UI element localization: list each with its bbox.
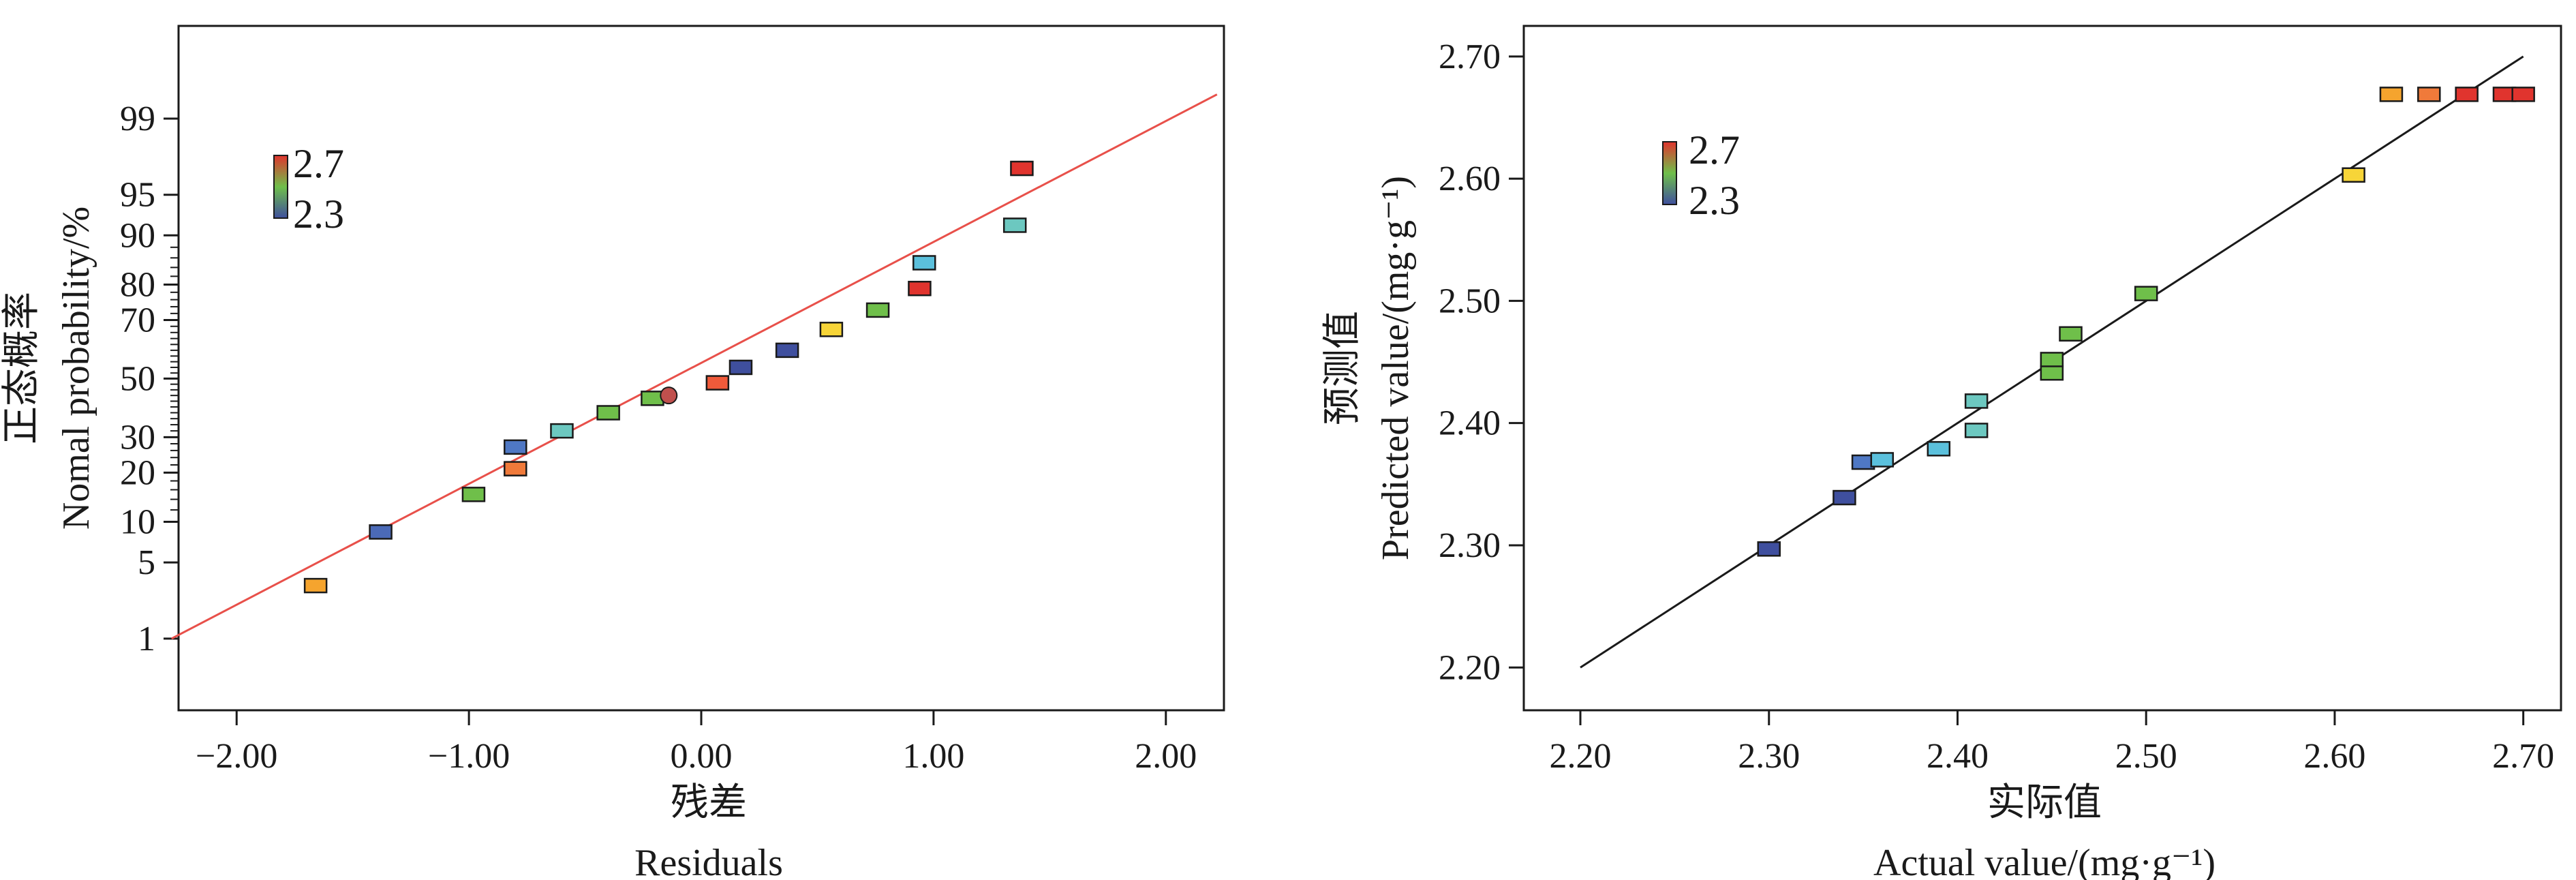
y-tick-label: 2.60: [1439, 160, 1501, 198]
x-axis-title-en: Residuals: [634, 842, 783, 880]
legend-low-label: 2.3: [1689, 178, 1740, 223]
x-tick-label: −1.00: [428, 737, 510, 776]
x-axis-title-cn: 残差: [671, 782, 747, 824]
x-tick-label: 2.70: [2492, 737, 2554, 776]
y-tick-label: 90: [120, 216, 155, 255]
y-tick-label: 30: [120, 418, 155, 457]
y-tick-label: 1: [138, 620, 155, 658]
y-tick-label: 2.50: [1439, 282, 1501, 320]
data-point: [504, 439, 527, 455]
data-point: [908, 280, 932, 297]
y-tick-label: 70: [120, 301, 155, 339]
reference-line: [171, 93, 1218, 640]
data-points: [1757, 87, 2535, 557]
legend-high-label: 2.7: [293, 141, 344, 186]
data-point: [369, 524, 393, 540]
plot-frame: [177, 25, 1225, 712]
y-axis-title-cn: 预测值: [1321, 311, 1364, 425]
data-point: [2342, 167, 2365, 183]
data-points: [303, 160, 1034, 594]
y-tick-label: 2.70: [1439, 37, 1501, 76]
x-tick-label: −2.00: [196, 737, 277, 776]
y-axis-title-en: Predicted value/(mg·g⁻¹): [1375, 176, 1417, 560]
plot-frame: [1522, 25, 2562, 712]
data-point: [1870, 452, 1895, 468]
data-point: [775, 342, 799, 359]
y-tick-label: 99: [120, 100, 155, 138]
y-tick-label: 2.40: [1439, 404, 1501, 443]
x-tick-label: 2.60: [2303, 737, 2365, 776]
data-point: [729, 359, 753, 376]
y-tick-label: 2.20: [1439, 648, 1501, 687]
data-point: [1002, 217, 1027, 233]
legend-gradient-bar: [273, 155, 288, 219]
x-tick-label: 0.00: [671, 737, 733, 776]
x-tick-label: 2.00: [1135, 737, 1197, 776]
y-axis-title-en: Nomal probability/%: [55, 207, 97, 530]
x-axis: −2.00 −1.00 0.00 1.00 2.00: [196, 710, 1197, 776]
data-point: [550, 423, 574, 439]
data-point: [865, 302, 890, 318]
y-axis: 2.20 2.30 2.40 2.50 2.60 2.70: [1439, 37, 1524, 687]
y-tick-label: 5: [138, 543, 155, 582]
legend-gradient-bar: [1662, 141, 1677, 205]
x-tick-label: 2.50: [2115, 737, 2177, 776]
data-point: [2417, 87, 2441, 102]
data-point: [596, 405, 620, 421]
y-axis-title-cn: 正态概率: [1, 292, 43, 444]
data-point: [1927, 441, 1951, 457]
y-tick-label: 80: [120, 265, 155, 304]
y-tick-label: 20: [120, 453, 155, 492]
legend-low-label: 2.3: [293, 192, 344, 237]
data-point: [819, 322, 844, 337]
data-point: [705, 375, 730, 391]
data-point: [1964, 393, 1989, 409]
x-tick-label: 2.30: [1738, 737, 1800, 776]
data-point: [2040, 352, 2064, 367]
data-point: [2455, 87, 2479, 102]
x-axis-title-cn: 实际值: [1987, 782, 2102, 824]
data-point: [2511, 87, 2535, 102]
legend-high-label: 2.7: [1689, 127, 1740, 172]
y-tick-label: 2.30: [1439, 526, 1501, 565]
data-point: [2379, 87, 2404, 102]
x-tick-label: 1.00: [902, 737, 964, 776]
x-tick-label: 2.40: [1927, 737, 1989, 776]
data-point: [1833, 489, 1856, 506]
color-legend: 2.7 2.3: [1662, 127, 1740, 223]
data-point: [913, 255, 936, 271]
data-point: [2134, 286, 2158, 301]
data-point: [461, 487, 486, 502]
x-axis: 2.20 2.30 2.40 2.50 2.60 2.70: [1550, 710, 2554, 776]
data-point: [1010, 160, 1034, 177]
x-axis-title-en: Actual value/(mg·g⁻¹): [1873, 842, 2215, 880]
x-tick-label: 2.20: [1550, 737, 1612, 776]
data-point: [2059, 326, 2083, 342]
y-tick-label: 50: [120, 359, 155, 398]
data-point: [1964, 423, 1989, 438]
data-point: [2040, 365, 2064, 381]
color-legend: 2.7 2.3: [273, 141, 344, 237]
data-point: [504, 461, 527, 476]
data-point: [660, 386, 678, 405]
data-point: [1757, 541, 1781, 557]
predicted-vs-actual-plot: 2.20 2.30 2.40 2.50 2.60 2.70 2.20 2.30 2.40 2.5…: [1321, 25, 2562, 880]
y-tick-label: 95: [120, 176, 155, 215]
data-point: [303, 577, 328, 594]
y-tick-label: 10: [120, 503, 155, 542]
